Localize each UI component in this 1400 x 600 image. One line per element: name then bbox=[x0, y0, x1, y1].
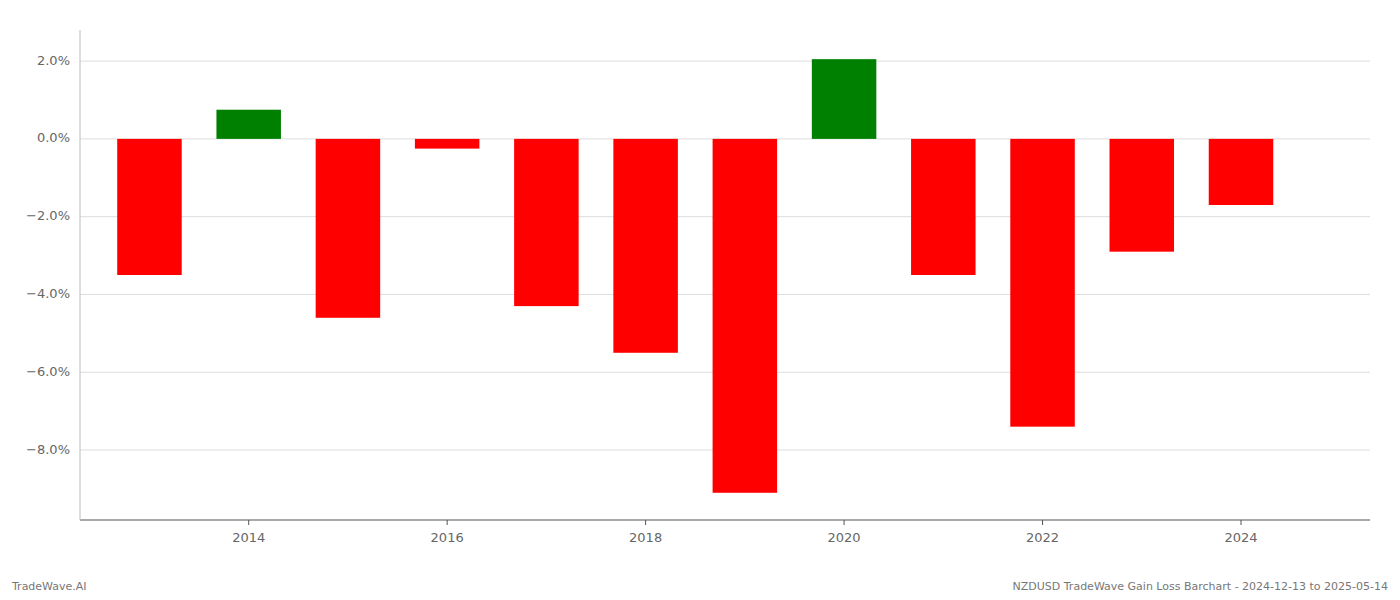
bar bbox=[713, 139, 778, 493]
x-tick bbox=[248, 520, 249, 525]
bar bbox=[613, 139, 678, 353]
x-tick bbox=[1042, 520, 1043, 525]
x-tick-label: 2020 bbox=[828, 530, 861, 545]
bar bbox=[514, 139, 579, 306]
y-tick-label: 0.0% bbox=[37, 130, 70, 145]
bar bbox=[812, 59, 877, 139]
x-tick-label: 2014 bbox=[232, 530, 265, 545]
bar bbox=[216, 110, 281, 139]
x-tick bbox=[447, 520, 448, 525]
x-tick-label: 2024 bbox=[1224, 530, 1257, 545]
bar bbox=[911, 139, 976, 275]
x-tick bbox=[844, 520, 845, 525]
bar bbox=[117, 139, 182, 275]
y-tick-label: −6.0% bbox=[26, 364, 70, 379]
bar bbox=[316, 139, 381, 318]
chart: 2.0% 0.0% −2.0% −4.0% −6.0% −8.0% 2014 2016 2018… bbox=[0, 0, 1400, 600]
footer-text: TradeWave.AI bbox=[11, 580, 87, 593]
bar bbox=[1209, 139, 1274, 205]
y-axis-line bbox=[80, 30, 81, 520]
footer-text: NZDUSD TradeWave Gain Loss Barchart - 20… bbox=[1013, 580, 1388, 593]
x-tick bbox=[1241, 520, 1242, 525]
y-tick-label: −8.0% bbox=[26, 442, 70, 457]
y-tick-label: −4.0% bbox=[26, 286, 70, 301]
y-tick-label: 2.0% bbox=[37, 53, 70, 68]
x-tick-label: 2022 bbox=[1026, 530, 1059, 545]
y-tick-label: −2.0% bbox=[26, 208, 70, 223]
x-tick-label: 2018 bbox=[629, 530, 662, 545]
bars bbox=[117, 59, 1273, 493]
x-tick-label: 2016 bbox=[431, 530, 464, 545]
bar bbox=[1110, 139, 1175, 252]
bar bbox=[415, 139, 480, 149]
grid-line bbox=[80, 61, 1370, 62]
bar bbox=[1010, 139, 1075, 427]
x-tick bbox=[645, 520, 646, 525]
x-axis-line bbox=[80, 519, 1370, 520]
